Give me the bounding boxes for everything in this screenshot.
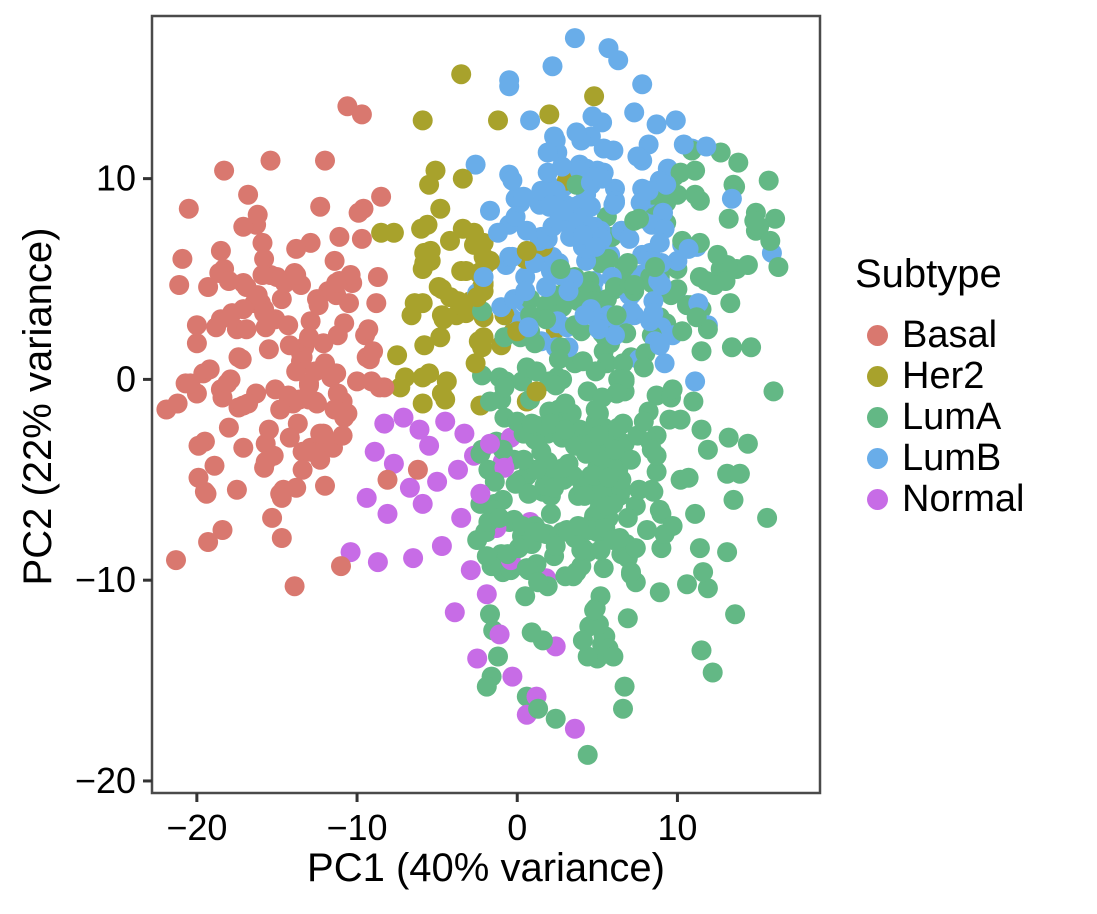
x-tick-label: 10 — [657, 807, 697, 848]
legend-items: Basal Her2 LumA LumB Normal — [845, 315, 1024, 520]
panel-border — [150, 14, 822, 795]
legend-dot-icon — [867, 325, 888, 346]
legend: Subtype Basal Her2 LumA LumB Normal — [845, 252, 1024, 520]
legend-item-lumb: LumB — [845, 438, 1024, 479]
legend-item-her2: Her2 — [845, 356, 1024, 397]
x-axis-title: PC1 (40% variance) — [307, 846, 665, 890]
legend-label: LumB — [902, 437, 1002, 479]
x-tick-label: 0 — [507, 807, 527, 848]
legend-title: Subtype — [855, 252, 1002, 296]
legend-dot-icon — [867, 407, 888, 428]
legend-item-basal: Basal — [845, 315, 1024, 356]
scatter-points — [156, 28, 789, 765]
legend-label: Her2 — [902, 355, 985, 397]
y-tick-label: 0 — [116, 358, 136, 399]
y-tick-label: 10 — [96, 158, 136, 199]
legend-label: Basal — [902, 314, 998, 356]
legend-label: Normal — [902, 478, 1025, 520]
y-tick-label: −10 — [75, 559, 136, 600]
legend-item-luma: LumA — [845, 397, 1024, 438]
legend-label: LumA — [902, 396, 1002, 438]
x-tick-label: −20 — [166, 807, 227, 848]
legend-dot-icon — [867, 448, 888, 469]
x-tick-label: −10 — [327, 807, 388, 848]
legend-item-normal: Normal — [845, 479, 1024, 520]
y-tick-label: −20 — [75, 760, 136, 801]
legend-dot-icon — [867, 489, 888, 510]
legend-dot-icon — [867, 366, 888, 387]
